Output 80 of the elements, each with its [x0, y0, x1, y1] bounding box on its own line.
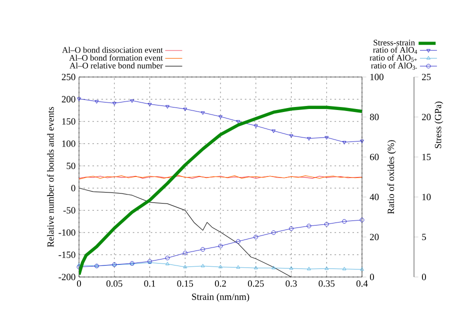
y3-axis-title: Stress (GPa)	[434, 102, 444, 148]
legend-label: ratio of AlO$_{5+}$	[370, 54, 417, 62]
y3-tick-label: 15	[422, 154, 431, 160]
legend-label: ratio of AlO$_{3-}$	[371, 62, 418, 70]
y3-tick-label: 0	[422, 274, 426, 280]
y2-axis-title: Ratio of oxides (%)	[387, 140, 396, 214]
y3-tick-label: 20	[422, 114, 431, 120]
y2-tick-label: 40	[370, 194, 379, 200]
point	[271, 230, 276, 235]
point	[342, 140, 346, 144]
y-tick-label: -150	[58, 252, 76, 258]
point	[218, 115, 222, 119]
point	[165, 256, 170, 260]
point	[200, 247, 206, 252]
y-axis-title: Relative number of bonds and events	[47, 107, 54, 248]
y-tick-label: 0	[71, 184, 76, 192]
point	[183, 108, 188, 112]
legend-label: Al–O bond dissociation event	[62, 46, 163, 53]
legend-label: Al–O bond formation event	[69, 54, 163, 61]
x-tick-label: 0.15	[177, 280, 194, 287]
x-tick-label: 0.25	[248, 280, 264, 287]
y2-tick-label: 100	[370, 74, 384, 80]
y3-tick-label: 5	[422, 234, 426, 240]
point	[218, 264, 222, 268]
point	[272, 130, 276, 134]
y-tick-label: 50	[66, 162, 76, 170]
point	[306, 224, 312, 228]
point	[306, 266, 311, 270]
point	[342, 266, 346, 270]
y2-tick-label: 0	[370, 274, 374, 280]
y2-tick-label: 60	[370, 154, 379, 160]
point	[200, 264, 205, 268]
y-tick-label: 100	[62, 140, 76, 147]
point	[324, 266, 329, 270]
x-tick-label: 0.2	[214, 280, 226, 287]
point	[236, 120, 240, 124]
x-tick-label: 0.1	[144, 280, 156, 287]
point	[324, 222, 329, 226]
y-tick-label: -100	[58, 229, 76, 236]
y-tick-label: -50	[63, 207, 76, 214]
x-tick-label: 0.35	[318, 280, 335, 287]
y3-tick-label: 10	[422, 194, 431, 200]
x-tick-label: 0	[76, 280, 82, 287]
point	[200, 111, 205, 115]
x-axis-title: Strain (nm/nm)	[192, 293, 250, 302]
point	[165, 105, 170, 109]
y2-tick-label: 80	[370, 114, 379, 120]
point	[112, 102, 116, 106]
point	[254, 234, 258, 240]
y-tick-label: 150	[62, 118, 76, 125]
point	[324, 136, 329, 140]
y-tick-label: 250	[62, 74, 76, 80]
line-series	[79, 188, 292, 277]
x-tick-label: 0.3	[286, 280, 297, 287]
point	[289, 226, 294, 231]
y-tick-label: 200	[62, 96, 76, 102]
point	[289, 266, 294, 270]
legend-label: Al–O relative bond number	[70, 62, 163, 68]
point	[236, 265, 240, 269]
point	[183, 264, 188, 268]
y2-tick-label: 20	[370, 234, 379, 240]
legend-label: Stress-strain	[374, 40, 415, 46]
point	[182, 250, 188, 256]
point	[165, 262, 170, 266]
point	[130, 99, 134, 103]
x-tick-label: 0.05	[106, 280, 122, 287]
point	[94, 100, 99, 104]
point	[254, 266, 258, 270]
legend-label: ratio of AlO$_{4}$	[373, 46, 418, 54]
point	[236, 239, 240, 244]
point	[306, 137, 311, 141]
x-tick-label: 0.4	[356, 280, 368, 287]
point	[272, 266, 276, 270]
point	[218, 244, 223, 248]
y3-tick-label: 25	[422, 74, 431, 80]
point	[289, 134, 294, 138]
point	[342, 219, 347, 224]
y-tick-label: -200	[58, 274, 76, 280]
point	[254, 124, 258, 128]
point	[148, 102, 152, 106]
